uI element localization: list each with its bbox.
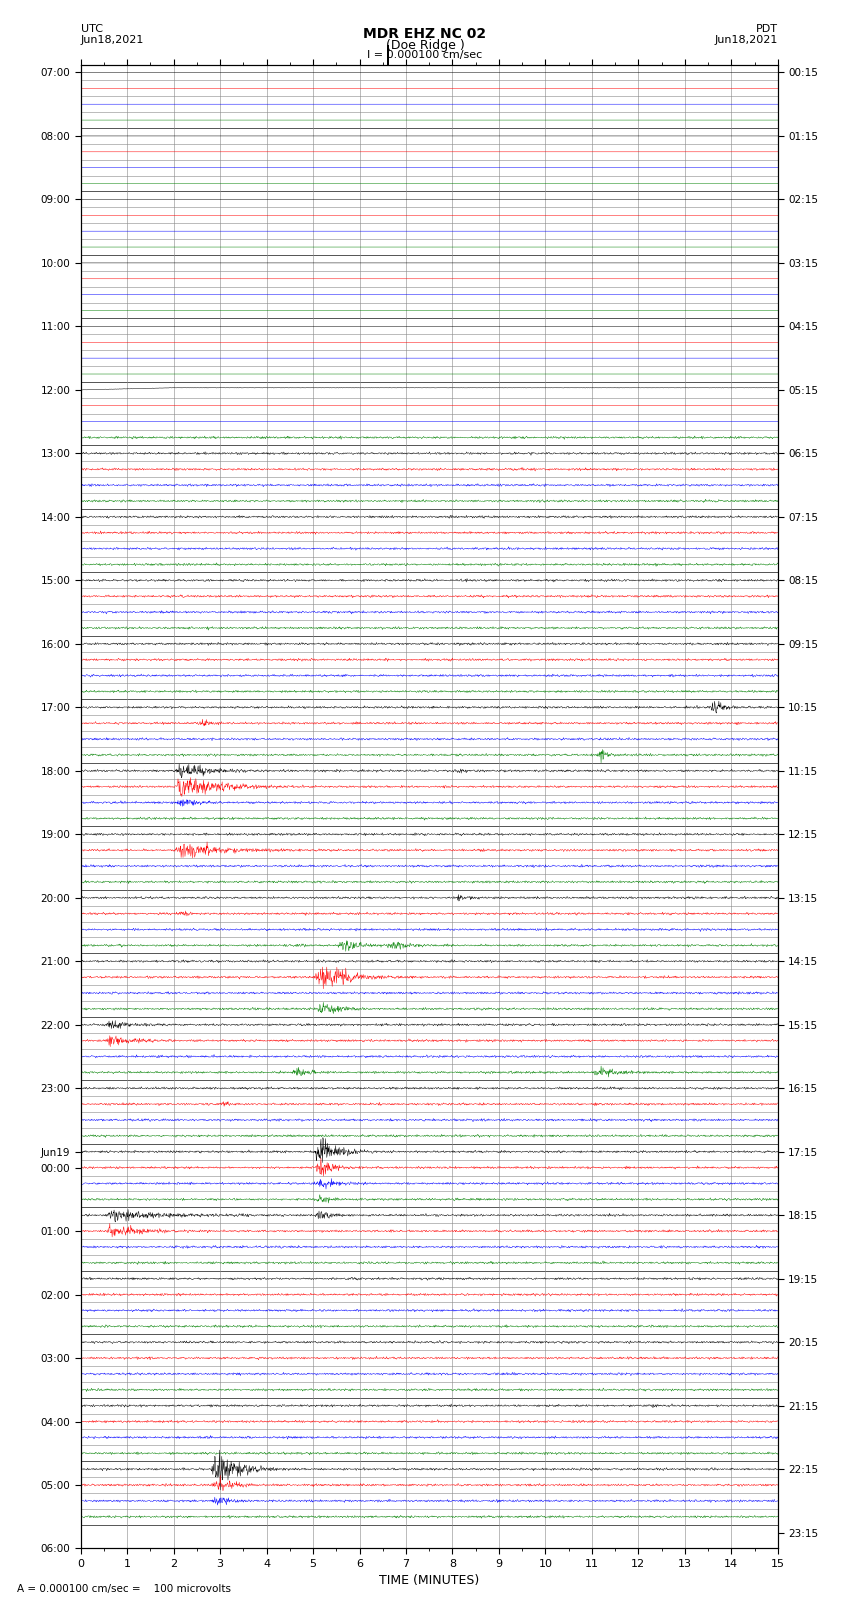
Text: (Doe Ridge ): (Doe Ridge ) [386,39,464,52]
Text: UTC: UTC [81,24,103,34]
Text: A = 0.000100 cm/sec =    100 microvolts: A = 0.000100 cm/sec = 100 microvolts [17,1584,231,1594]
Text: Jun18,2021: Jun18,2021 [714,35,778,45]
Text: I = 0.000100 cm/sec: I = 0.000100 cm/sec [367,50,483,60]
X-axis label: TIME (MINUTES): TIME (MINUTES) [379,1574,479,1587]
Text: MDR EHZ NC 02: MDR EHZ NC 02 [364,27,486,42]
Text: PDT: PDT [756,24,778,34]
Text: Jun18,2021: Jun18,2021 [81,35,144,45]
